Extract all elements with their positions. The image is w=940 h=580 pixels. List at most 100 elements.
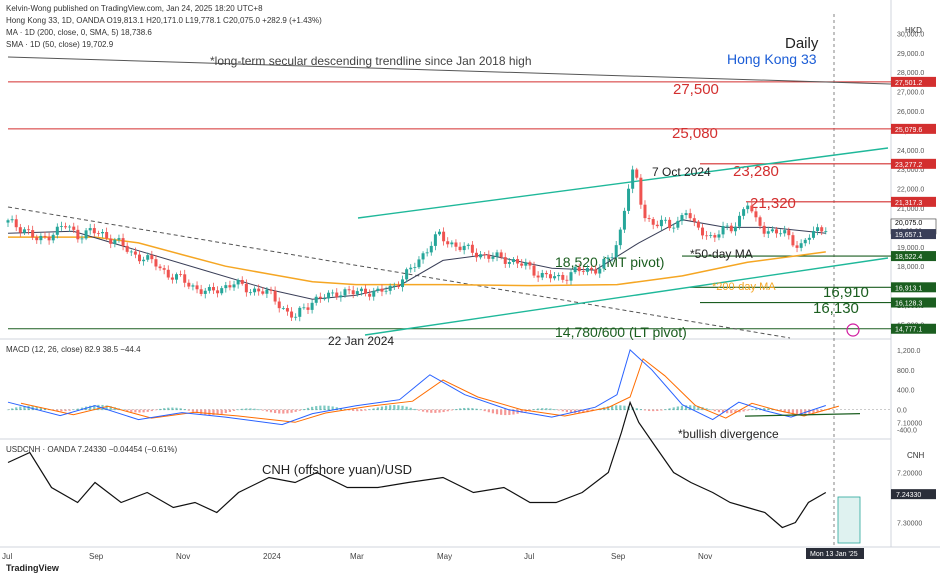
candle-body [766, 231, 770, 234]
candle-body [84, 230, 88, 239]
cnh-legend[interactable]: USDCNH · OANDA 7.24330 −0.04454 (−0.61%) [6, 445, 178, 454]
macd-axis-tick: 1,200.0 [897, 348, 920, 355]
macd-histogram-bar [808, 409, 811, 415]
candle-body [322, 298, 326, 300]
candle-body [392, 285, 396, 287]
candle-body [359, 288, 363, 292]
candle-body [425, 252, 429, 254]
sma50-legend[interactable]: SMA · 1D (50, close) 19,702.9 [6, 40, 114, 49]
macd-histogram-bar [150, 409, 153, 412]
macd-histogram-bar [216, 409, 219, 415]
candle-body [351, 290, 355, 295]
candle-body [142, 259, 146, 262]
macd-histogram-bar [487, 409, 490, 413]
candle-body [516, 259, 520, 264]
macd-histogram-bar [72, 409, 75, 411]
candle-body [236, 279, 240, 285]
macd-histogram-bar [660, 409, 663, 411]
macd-histogram-bar [430, 409, 433, 413]
candle-body [290, 311, 294, 318]
tradingview-logo[interactable]: TradingView [6, 563, 59, 573]
level-price-tag: 16,913.1 [895, 285, 922, 292]
candle-body [442, 231, 446, 242]
symbol-line[interactable]: Hong Kong 33, 1D, OANDA O19,813.1 H20,17… [6, 16, 322, 25]
candle-body [14, 219, 18, 228]
candle-body [211, 287, 215, 291]
candle-body [651, 219, 655, 225]
macd-histogram-bar [93, 405, 96, 411]
candle-body [454, 242, 458, 247]
macd-histogram-bar [791, 409, 795, 415]
candle-body [109, 238, 113, 244]
macd-histogram-bar [282, 409, 285, 414]
macd-histogram-bar [89, 405, 92, 411]
candle-body [39, 235, 43, 241]
sma50-annotation: *50-day MA [690, 247, 753, 261]
macd-histogram-bar [652, 409, 655, 412]
macd-histogram-bar [76, 408, 79, 411]
level-label: 14,780/600 (LT pivot) [555, 324, 687, 340]
candle-body [795, 245, 799, 248]
macd-histogram-bar [565, 409, 568, 413]
candle-body [684, 213, 688, 216]
ma200-legend[interactable]: MA · 1D (200, close, 0, SMA, 5) 18,738.6 [6, 28, 152, 37]
candle-body [540, 272, 544, 278]
macd-histogram-bar [269, 409, 273, 413]
macd-histogram-bar [495, 409, 499, 415]
candle-body [791, 235, 795, 246]
candle-body [6, 220, 10, 223]
macd-histogram-bar [746, 409, 749, 411]
candle-body [799, 243, 803, 248]
candle-body [569, 272, 573, 281]
candle-body [573, 267, 577, 273]
macd-histogram-bar [783, 409, 786, 413]
candle-body [783, 230, 787, 234]
macd-histogram-bar [146, 409, 149, 412]
candle-body [179, 274, 183, 275]
macd-histogram-bar [130, 409, 133, 412]
candle-body [705, 235, 709, 237]
macd-histogram-bar [35, 406, 38, 411]
candle-body [35, 237, 39, 241]
macd-axis-tick: 800.0 [897, 368, 915, 375]
macd-histogram-bar [693, 405, 696, 411]
candle-body [281, 308, 285, 309]
channel-lower [364, 257, 889, 336]
macd-histogram-bar [771, 409, 774, 411]
macd-histogram-bar [512, 409, 515, 415]
macd-histogram-bar [163, 408, 166, 411]
macd-histogram-bar [294, 409, 297, 412]
macd-histogram-bar [97, 404, 100, 411]
candle-body [421, 253, 425, 260]
sma50-line [7, 219, 826, 300]
candle-body [774, 229, 778, 234]
candle-body [64, 226, 68, 228]
macd-histogram-bar [615, 405, 618, 411]
macd-histogram-bar [212, 409, 215, 415]
candle-body [51, 234, 55, 241]
macd-histogram-bar [491, 409, 495, 414]
candle-body [396, 285, 400, 288]
macd-histogram-bar [479, 409, 482, 411]
macd-histogram-bar [315, 406, 318, 411]
candle-body [306, 307, 310, 310]
macd-histogram-bar [483, 409, 486, 412]
time-axis-label: Sep [611, 552, 626, 561]
macd-histogram-bar [290, 409, 293, 413]
candle-body [101, 232, 105, 234]
level-price-tag: 21,317.3 [895, 200, 922, 207]
macd-histogram-bar [187, 409, 190, 411]
candle-body [43, 235, 47, 237]
macd-histogram-bar [384, 405, 388, 411]
candle-body [824, 231, 828, 233]
candle-body [618, 229, 622, 246]
cnh-line [7, 400, 827, 529]
candle-body [553, 276, 557, 279]
cnh-axis-tick: 7.10000 [897, 421, 922, 428]
macd-histogram-bar [372, 408, 375, 411]
time-axis-label: Jul [2, 552, 12, 561]
macd-legend[interactable]: MACD (12, 26, close) 82.9 38.5 −44.4 [6, 345, 141, 354]
candle-body [590, 268, 594, 270]
macd-histogram-bar [812, 409, 815, 414]
